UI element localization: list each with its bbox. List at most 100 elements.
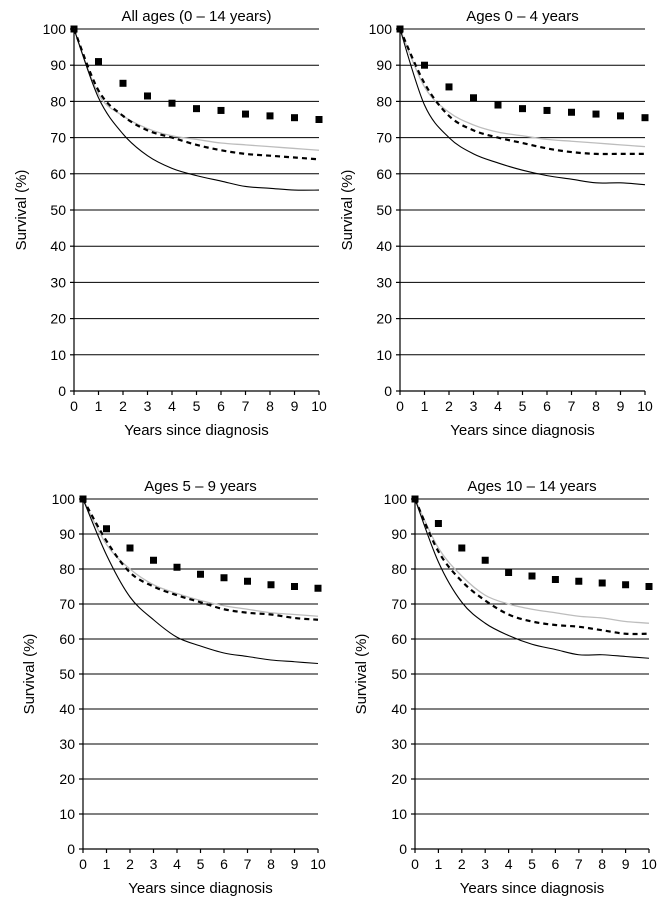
data-marker-6 <box>551 576 559 583</box>
y-tick-label-90: 90 <box>391 526 407 542</box>
x-tick-label-6: 6 <box>217 398 225 414</box>
data-marker-5 <box>528 572 536 580</box>
y-tick-label-90: 90 <box>50 57 66 73</box>
series-gray-line <box>82 498 319 617</box>
series-dashed-line <box>82 498 319 621</box>
x-tick-label-9: 9 <box>617 398 625 414</box>
data-marker-10 <box>645 583 653 590</box>
y-tick-label-40: 40 <box>391 701 407 717</box>
x-tick-label-2: 2 <box>445 398 453 414</box>
y-tick-label-0: 0 <box>384 383 392 399</box>
chart-ages-0-4: 0 10 20 30 40 50 60 70 80 90 100 0 1 2 3 4 5 6 7 8 9 10 Ages 0… <box>339 8 653 439</box>
series-dashed-line <box>413 498 650 636</box>
x-tick-label-9: 9 <box>291 856 299 872</box>
series-dashed-line <box>72 28 320 161</box>
x-axis-label: Years since diagnosis <box>128 880 273 897</box>
data-marker-10 <box>641 114 649 122</box>
y-tick-label-20: 20 <box>59 771 75 787</box>
data-marker-7 <box>242 110 249 118</box>
y-tick-label-10: 10 <box>50 347 66 363</box>
x-tick-label-3: 3 <box>481 856 489 872</box>
x-tick-label-7: 7 <box>244 856 252 872</box>
y-tick-label-30: 30 <box>50 274 66 290</box>
data-marker-3 <box>481 556 489 564</box>
data-marker-9 <box>291 583 298 590</box>
data-marker-7 <box>568 108 575 116</box>
x-axis-label: Years since diagnosis <box>460 880 605 897</box>
data-marker-9 <box>617 112 624 120</box>
y-tick-label-70: 70 <box>50 130 66 146</box>
chart-title: Ages 10 – 14 years <box>467 478 596 495</box>
data-marker-9 <box>291 114 298 122</box>
y-tick-label-30: 30 <box>376 274 392 290</box>
x-tick-label-4: 4 <box>168 398 176 414</box>
y-tick-label-40: 40 <box>50 238 66 254</box>
x-tick-label-2: 2 <box>126 856 134 872</box>
y-tick-label-40: 40 <box>376 238 392 254</box>
y-tick-label-90: 90 <box>59 526 75 542</box>
x-tick-label-3: 3 <box>144 398 152 414</box>
data-marker-6 <box>217 106 225 114</box>
data-marker-10 <box>315 116 323 123</box>
data-marker-4 <box>168 99 176 107</box>
y-tick-label-100: 100 <box>52 491 76 507</box>
y-tick-label-50: 50 <box>50 202 66 218</box>
y-tick-label-90: 90 <box>376 57 392 73</box>
y-tick-label-80: 80 <box>59 561 75 577</box>
x-tick-label-1: 1 <box>103 856 111 872</box>
data-marker-3 <box>150 556 157 564</box>
y-tick-label-20: 20 <box>50 311 66 327</box>
data-marker-2 <box>458 544 466 552</box>
y-axis-label: Survival (%) <box>353 634 370 715</box>
data-marker-3 <box>144 92 151 100</box>
y-tick-label-60: 60 <box>391 631 407 647</box>
y-tick-label-10: 10 <box>376 347 392 363</box>
x-tick-label-0: 0 <box>411 856 419 872</box>
x-tick-label-0: 0 <box>70 398 78 414</box>
y-tick-label-80: 80 <box>376 93 392 109</box>
data-marker-8 <box>598 579 606 587</box>
data-marker-2 <box>119 79 127 87</box>
y-tick-label-100: 100 <box>369 21 393 37</box>
x-tick-label-9: 9 <box>291 398 299 414</box>
data-marker-7 <box>244 577 251 585</box>
x-tick-label-2: 2 <box>458 856 466 872</box>
data-marker-4 <box>505 569 513 576</box>
y-tick-label-50: 50 <box>391 666 407 682</box>
series-dashed-line <box>398 28 645 156</box>
y-tick-label-50: 50 <box>376 202 392 218</box>
x-tick-label-6: 6 <box>543 398 551 414</box>
x-tick-label-3: 3 <box>470 398 478 414</box>
x-tick-label-4: 4 <box>173 856 181 872</box>
data-marker-5 <box>197 570 204 578</box>
series-gray-line <box>399 28 646 148</box>
x-tick-label-1: 1 <box>95 398 103 414</box>
y-axis-label: Survival (%) <box>13 170 30 251</box>
data-marker-1 <box>95 58 102 66</box>
y-tick-label-100: 100 <box>43 21 67 37</box>
x-axis-label: Years since diagnosis <box>124 422 269 439</box>
x-tick-label-5: 5 <box>519 398 527 414</box>
chart-title: All ages (0 – 14 years) <box>121 8 271 25</box>
chart-title: Ages 0 – 4 years <box>466 8 579 25</box>
x-tick-label-7: 7 <box>568 398 576 414</box>
x-tick-label-5: 5 <box>193 398 201 414</box>
x-tick-label-0: 0 <box>396 398 404 414</box>
series-solid-line <box>82 498 319 665</box>
x-tick-label-7: 7 <box>575 856 583 872</box>
y-tick-label-30: 30 <box>59 736 75 752</box>
y-tick-label-40: 40 <box>59 701 75 717</box>
x-tick-label-1: 1 <box>421 398 429 414</box>
series-solid-line <box>414 498 650 659</box>
x-tick-label-2: 2 <box>119 398 127 414</box>
data-marker-10 <box>314 584 322 592</box>
data-marker-1 <box>434 520 442 527</box>
x-tick-label-8: 8 <box>266 398 274 414</box>
y-tick-label-70: 70 <box>59 596 75 612</box>
y-tick-label-70: 70 <box>391 596 407 612</box>
x-tick-label-6: 6 <box>552 856 560 872</box>
data-marker-3 <box>470 94 477 102</box>
x-tick-label-8: 8 <box>267 856 275 872</box>
